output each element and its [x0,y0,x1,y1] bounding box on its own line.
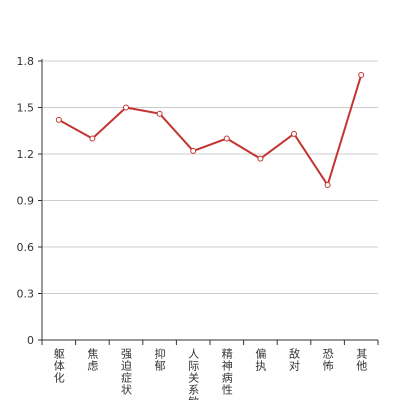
x-tick-label: 偏执 [254,347,267,372]
x-tick-label: 躯体化 [52,348,65,384]
y-tick-label: 0.6 [17,241,35,254]
y-tick-label: 0.3 [17,288,35,301]
point [291,130,297,137]
y-tick-label: 1.2 [17,148,35,161]
point [156,110,163,117]
x-tick-label: 敌对 [288,347,301,372]
y-tick-label: 1.8 [17,55,35,68]
point [123,104,129,111]
line [58,74,363,188]
x-tick-label: 其他 [355,348,368,372]
y-tick-label: 1.5 [17,102,35,115]
point [89,135,96,142]
point [190,147,197,154]
point [324,182,331,188]
x-tick-label: 恐怖 [321,348,334,372]
x-tick-label: 精神病性 [220,348,233,396]
point [223,135,230,142]
x-tick-label: 强迫症状 [120,348,133,396]
x-tick-label: 抑郁 [153,347,166,372]
x-tick-label: 焦虑 [86,348,99,372]
point [358,71,365,78]
y-tick-label: 0.9 [17,195,35,208]
point [257,155,264,162]
y-tick-label: 0 [27,334,34,347]
point [55,116,62,123]
x-tick-label: 人际关系敏感 [187,348,200,400]
